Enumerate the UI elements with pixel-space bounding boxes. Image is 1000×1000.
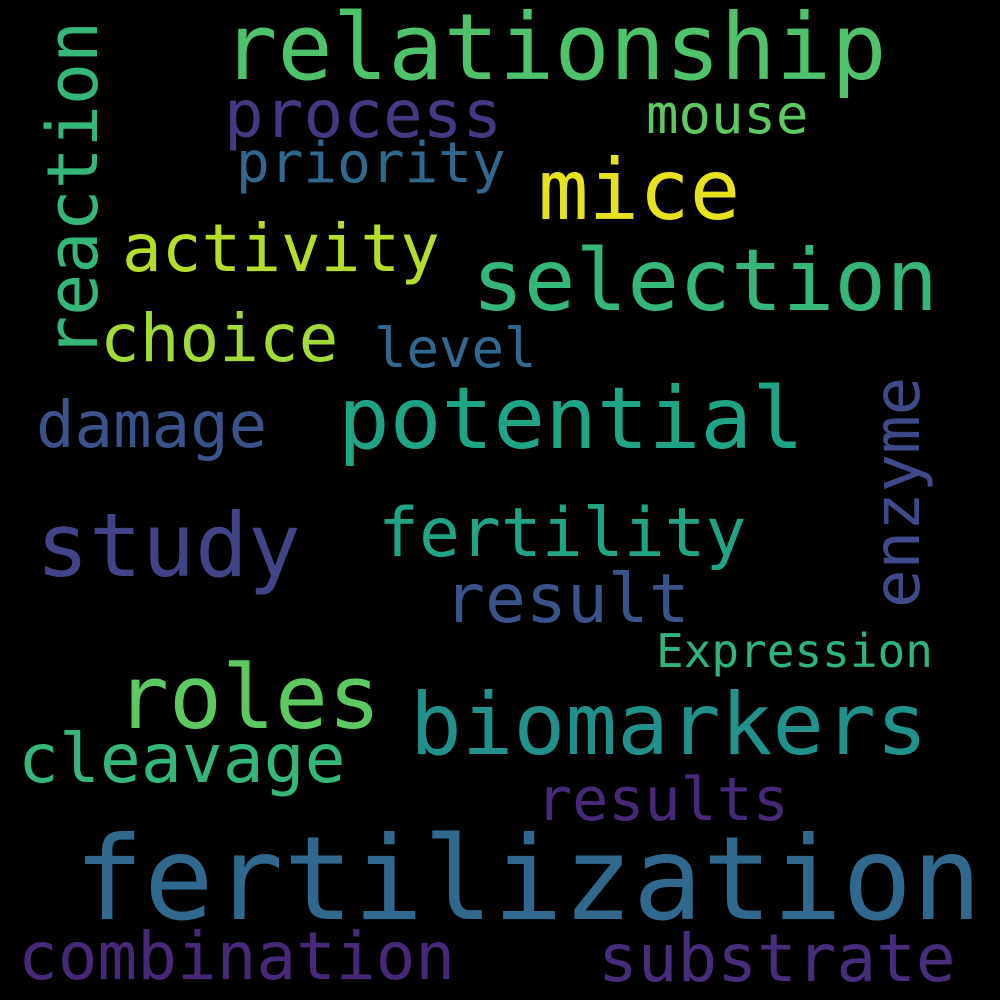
word-fertilization: fertilization <box>74 812 982 947</box>
word-relationship: relationship <box>222 0 887 101</box>
word-priority: priority <box>236 131 506 196</box>
word-biomarkers: biomarkers <box>410 675 928 775</box>
word-expression: Expression <box>656 624 933 678</box>
word-activity: activity <box>122 210 440 287</box>
word-potential: potential <box>338 369 804 469</box>
word-choice: choice <box>100 300 339 377</box>
word-damage: damage <box>36 389 268 463</box>
word-mice: mice <box>538 141 741 239</box>
word-substrate: substrate <box>598 920 956 997</box>
word-fertility: fertility <box>378 494 747 573</box>
word-mouse: mouse <box>646 83 809 146</box>
word-process: process <box>224 76 503 153</box>
word-level: level <box>374 317 537 380</box>
word-cleavage: cleavage <box>18 720 346 799</box>
word-enzyme: enzyme <box>861 376 935 608</box>
word-result: result <box>444 560 690 639</box>
word-reaction: reaction <box>32 20 114 358</box>
word-study: study <box>36 494 301 597</box>
word-selection: selection <box>472 231 938 331</box>
word-roles: roles <box>116 646 381 749</box>
word-combination: combination <box>18 918 456 995</box>
word-results: results <box>536 765 789 835</box>
